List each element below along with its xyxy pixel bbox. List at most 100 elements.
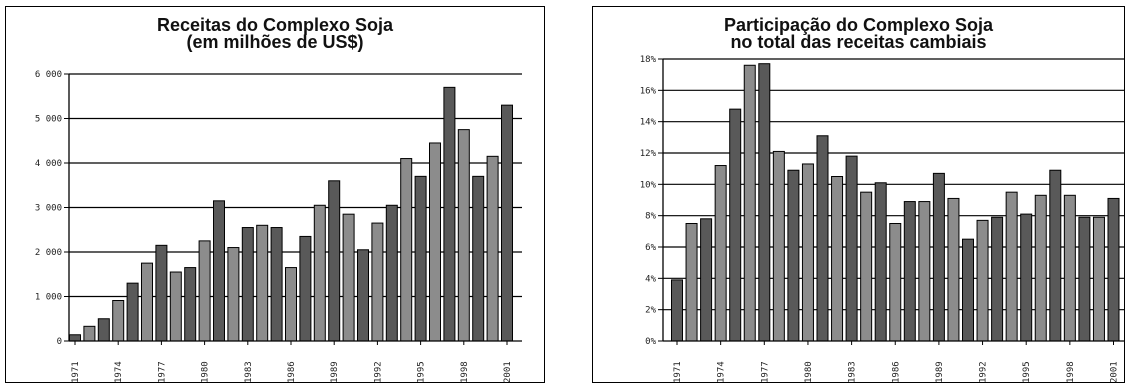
share-xtick-label: 1989 [935,361,945,383]
share-bar [1078,216,1091,342]
share-xtick-label: 1995 [1022,361,1032,383]
revenue-xtick-label: 1986 [287,361,297,383]
revenue-bar [414,175,427,342]
share-bar [1092,216,1105,342]
revenue-bar [141,262,153,342]
share-ytick-label: 0% [645,337,656,347]
share-bar [729,108,742,342]
share-bar [1049,169,1062,342]
revenue-ytick-label: 2 000 [35,248,62,258]
revenue-chart-title-block: Receitas do Complexo Soja (em milhões de… [6,16,544,52]
share-xtick-label: 1983 [848,361,858,383]
revenue-bar [313,204,326,342]
revenue-bar [443,86,456,342]
share-chart-title-block: Participação do Complexo Soja no total d… [593,15,1124,52]
revenue-bar [400,158,413,342]
share-ytick-label: 10% [640,180,657,190]
share-xtick-label: 2001 [1110,361,1120,383]
revenue-ytick-label: 0 [57,337,62,347]
share-xtick-label: 1974 [717,361,727,383]
share-bar [860,191,873,342]
revenue-xtick-label: 1998 [460,361,470,383]
revenue-ytick-label: 6 000 [35,70,62,80]
share-bar [874,182,887,342]
share-ytick-label: 8% [645,212,656,222]
revenue-ytick-label: 3 000 [35,204,62,214]
share-bar [772,150,785,342]
share-ytick-label: 2% [645,306,656,316]
revenue-xtick-label: 1989 [330,361,340,383]
share-bar [743,64,756,342]
share-bar [801,163,814,342]
share-bar [1020,213,1033,342]
share-bar [831,176,844,342]
revenue-xtick-label: 1995 [417,361,427,383]
share-bar [714,165,727,342]
revenue-bar [126,282,139,342]
revenue-chart-svg: 0 1 000 2 000 3 000 4 000 5 000 6 000 1971 1974 1… [35,70,522,383]
revenue-ytick-label: 5 000 [35,115,62,125]
share-bar [845,155,858,342]
revenue-xtick-label: 2001 [503,361,513,383]
revenue-chart-subtitle: (em milhões de US$) [186,32,364,52]
revenue-bar [501,104,513,342]
revenue-ytick-label: 4 000 [35,159,62,169]
revenue-bar [256,224,269,342]
revenue-ytick-label: 1 000 [35,293,62,303]
revenue-bar [198,240,211,342]
revenue-bar [342,213,355,342]
share-chart-subtitle: no total das receitas cambiais [730,32,987,52]
share-ytick-label: 14% [640,118,657,128]
share-xtick-label: 1992 [979,361,989,383]
revenue-chart-panel: Receitas do Complexo Soja (em milhões de… [5,6,545,383]
share-ytick-label: 4% [645,274,656,284]
revenue-bar [112,300,125,342]
revenue-bar [486,155,499,342]
share-bar [1005,191,1018,342]
share-bar [700,218,713,342]
revenue-bar [270,227,283,342]
revenue-bar [227,247,240,342]
share-bar [816,135,829,342]
revenue-bar [69,334,81,342]
revenue-bar [457,129,470,342]
share-ytick-label: 18% [640,55,657,65]
share-bar [932,172,945,342]
revenue-bar [357,249,369,342]
revenue-xtick-label: 1974 [114,361,124,383]
revenue-bar [97,318,110,342]
share-chart-svg: 0% 2% 4% 6% 8% 10% 12% 14% 16% 18% 1971 1974 1977 198… [640,55,1125,383]
revenue-bar [328,180,341,342]
revenue-bar [429,142,441,342]
share-bar [889,223,902,342]
share-ytick-label: 12% [640,149,657,159]
share-ytick-label: 6% [645,243,656,253]
share-xtick-label: 1998 [1066,361,1076,383]
share-bar [976,219,989,342]
share-bar [787,169,800,342]
revenue-bar [285,267,297,342]
share-bar [1063,194,1076,342]
share-chart-title: Participação do Complexo Soja [723,15,994,35]
revenue-bar [241,227,254,342]
revenue-bar [184,267,197,342]
share-bar [685,223,698,342]
revenue-bar [385,204,398,342]
share-bar [962,238,974,342]
revenue-bar [83,325,96,342]
share-xtick-label: 1971 [673,361,683,383]
share-bar [671,279,683,342]
revenue-xtick-label: 1980 [201,361,211,383]
revenue-bar [169,271,182,342]
share-bar [918,201,931,342]
share-bar [1107,197,1120,342]
revenue-bar [299,235,312,342]
revenue-bar [472,175,485,342]
share-xtick-label: 1980 [804,361,814,383]
share-bar [1034,194,1047,342]
revenue-xtick-label: 1992 [373,361,383,383]
share-bar [947,197,960,342]
revenue-xtick-label: 1977 [157,361,167,383]
share-xtick-label: 1977 [760,361,770,383]
share-xtick-label: 1986 [891,361,901,383]
